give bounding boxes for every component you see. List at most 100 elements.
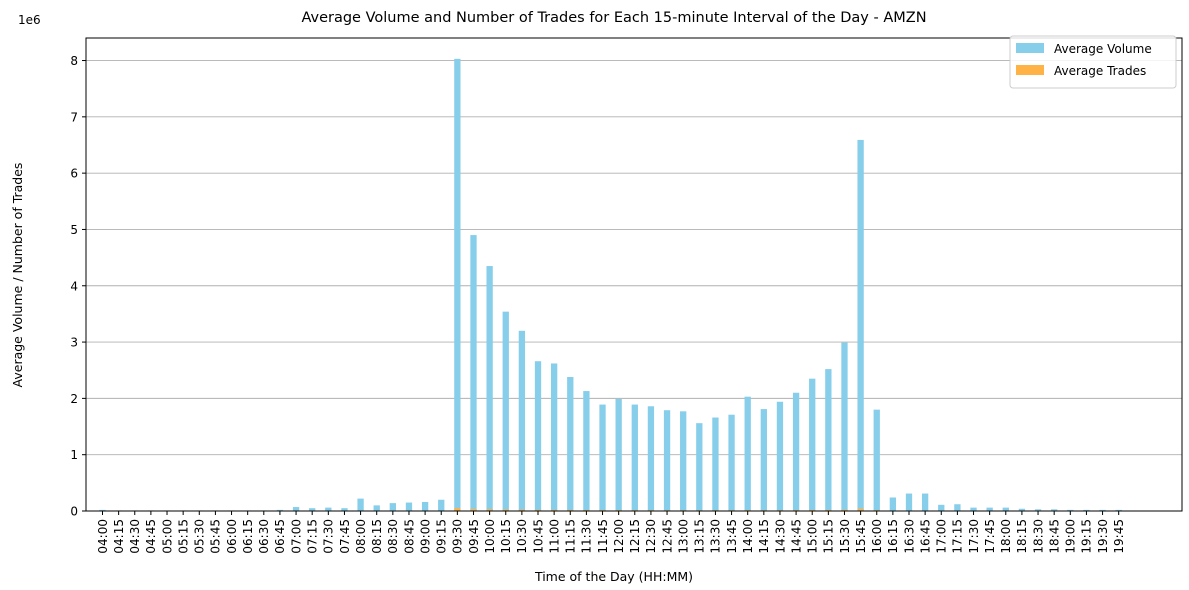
bar-volume-08:00 xyxy=(357,498,364,511)
bar-volume-14:15 xyxy=(760,409,767,511)
y-offset-label: 1e6 xyxy=(18,13,41,27)
x-tick-label-17:15: 17:15 xyxy=(951,519,965,554)
bar-volume-09:45 xyxy=(470,235,477,512)
bar-trades-15:30 xyxy=(841,509,848,511)
bar-volume-10:45 xyxy=(534,361,542,511)
bar-trades-10:00 xyxy=(486,509,493,511)
x-tick-label-10:30: 10:30 xyxy=(515,519,529,554)
bar-volume-15:15 xyxy=(825,369,832,511)
x-tick-label-19:00: 19:00 xyxy=(1064,519,1078,554)
x-tick-label-14:15: 14:15 xyxy=(757,519,771,554)
x-tick-label-06:15: 06:15 xyxy=(241,519,255,554)
x-tick-label-12:00: 12:00 xyxy=(612,519,626,554)
bar-volume-18:00 xyxy=(1002,507,1009,511)
chart-title: Average Volume and Number of Trades for … xyxy=(301,10,926,26)
bars xyxy=(99,58,1122,512)
bar-volume-12:30 xyxy=(647,406,655,511)
x-tick-label-17:45: 17:45 xyxy=(983,519,997,554)
x-tick-label-11:00: 11:00 xyxy=(547,519,561,554)
y-tick-label-3: 3 xyxy=(70,336,78,350)
bar-volume-17:15 xyxy=(954,504,961,511)
x-tick-label-10:00: 10:00 xyxy=(483,519,497,554)
x-tick-label-06:45: 06:45 xyxy=(273,519,287,554)
plot-frame xyxy=(85,37,1183,512)
x-tick-label-08:15: 08:15 xyxy=(370,519,384,554)
bar-volume-13:45 xyxy=(728,414,735,511)
x-tick-label-08:45: 08:45 xyxy=(402,519,416,554)
x-tick-label-10:45: 10:45 xyxy=(531,519,545,554)
x-tick-label-09:15: 09:15 xyxy=(435,519,449,554)
x-tick-label-18:30: 18:30 xyxy=(1031,519,1045,554)
x-tick-label-15:30: 15:30 xyxy=(838,519,852,554)
x-tick-label-07:15: 07:15 xyxy=(305,519,319,554)
bar-volume-15:30 xyxy=(841,342,848,511)
bar-volume-11:15 xyxy=(567,376,574,511)
bar-trades-10:30 xyxy=(518,509,526,511)
bar-volume-13:00 xyxy=(680,411,687,511)
x-tick-label-04:30: 04:30 xyxy=(128,519,142,554)
x-tick-label-18:15: 18:15 xyxy=(1015,519,1029,554)
y-tick-label-0: 0 xyxy=(70,505,78,519)
x-tick-label-13:15: 13:15 xyxy=(693,519,707,554)
bar-volume-19:30 xyxy=(1099,509,1106,511)
y-tick-label-7: 7 xyxy=(70,110,78,124)
x-tick-label-13:45: 13:45 xyxy=(725,519,739,554)
y-axis-label: Average Volume / Number of Trades xyxy=(10,163,25,388)
bar-volume-08:45 xyxy=(405,502,413,511)
bar-trades-15:45 xyxy=(857,508,864,511)
bar-volume-12:00 xyxy=(615,398,622,511)
y-tick-label-8: 8 xyxy=(70,54,78,68)
x-tick-label-19:30: 19:30 xyxy=(1096,519,1110,554)
y-tick-label-4: 4 xyxy=(70,279,78,293)
bar-volume-15:45 xyxy=(857,139,864,512)
x-tick-label-04:45: 04:45 xyxy=(144,519,158,554)
bar-volume-19:00 xyxy=(1067,509,1074,511)
x-tick-label-16:15: 16:15 xyxy=(886,519,900,554)
x-tick-label-12:45: 12:45 xyxy=(660,519,674,554)
bar-volume-17:00 xyxy=(938,504,945,511)
x-tick-label-17:30: 17:30 xyxy=(967,519,981,554)
bar-volume-09:00 xyxy=(421,501,429,511)
y-tick-label-1: 1 xyxy=(70,448,78,462)
x-tick-label-05:45: 05:45 xyxy=(209,519,223,554)
bar-volume-07:30 xyxy=(325,507,332,511)
x-tick-label-06:00: 06:00 xyxy=(225,519,239,554)
x-tick-label-18:45: 18:45 xyxy=(1047,519,1061,554)
bar-volume-12:15 xyxy=(631,404,638,511)
bar-volume-19:15 xyxy=(1083,509,1090,511)
legend-swatch-volume xyxy=(1016,43,1044,53)
y-axis-ticks: 0 1 2 3 4 5 6 7 8 xyxy=(70,54,86,519)
x-tick-label-07:00: 07:00 xyxy=(289,519,303,554)
x-tick-label-12:15: 12:15 xyxy=(628,519,642,554)
bar-volume-17:45 xyxy=(986,507,993,511)
bar-volume-11:45 xyxy=(599,404,606,511)
bar-volume-06:45 xyxy=(276,509,284,511)
x-tick-label-14:30: 14:30 xyxy=(773,519,787,554)
bar-volume-12:45 xyxy=(663,410,671,511)
x-tick-label-17:00: 17:00 xyxy=(935,519,949,554)
bar-trades-11:15 xyxy=(567,509,574,511)
bar-volume-04:00 xyxy=(99,509,106,511)
bar-volume-10:30 xyxy=(518,330,526,511)
x-tick-label-14:00: 14:00 xyxy=(741,519,755,554)
x-tick-label-09:00: 09:00 xyxy=(418,519,432,554)
x-tick-label-05:00: 05:00 xyxy=(160,519,174,554)
x-tick-label-11:45: 11:45 xyxy=(596,519,610,554)
bar-volume-09:30 xyxy=(454,58,461,511)
bar-volume-16:30 xyxy=(905,493,913,511)
bar-volume-07:45 xyxy=(341,508,348,511)
x-tick-label-13:30: 13:30 xyxy=(709,519,723,554)
bar-volume-10:15 xyxy=(502,311,509,511)
legend-label-trades: Average Trades xyxy=(1054,64,1146,78)
x-tick-label-19:45: 19:45 xyxy=(1112,519,1126,554)
x-tick-label-09:45: 09:45 xyxy=(467,519,481,554)
x-tick-label-16:30: 16:30 xyxy=(902,519,916,554)
x-axis-label: Time of the Day (HH:MM) xyxy=(534,569,693,584)
x-axis-ticks: 04:00 04:15 04:30 04:45 05:00 05:15 05:30 05:45… xyxy=(96,511,1126,554)
x-tick-label-19:15: 19:15 xyxy=(1080,519,1094,554)
bar-trades-15:00 xyxy=(809,509,816,511)
y-tick-label-6: 6 xyxy=(70,167,78,181)
bar-volume-11:00 xyxy=(550,363,558,511)
